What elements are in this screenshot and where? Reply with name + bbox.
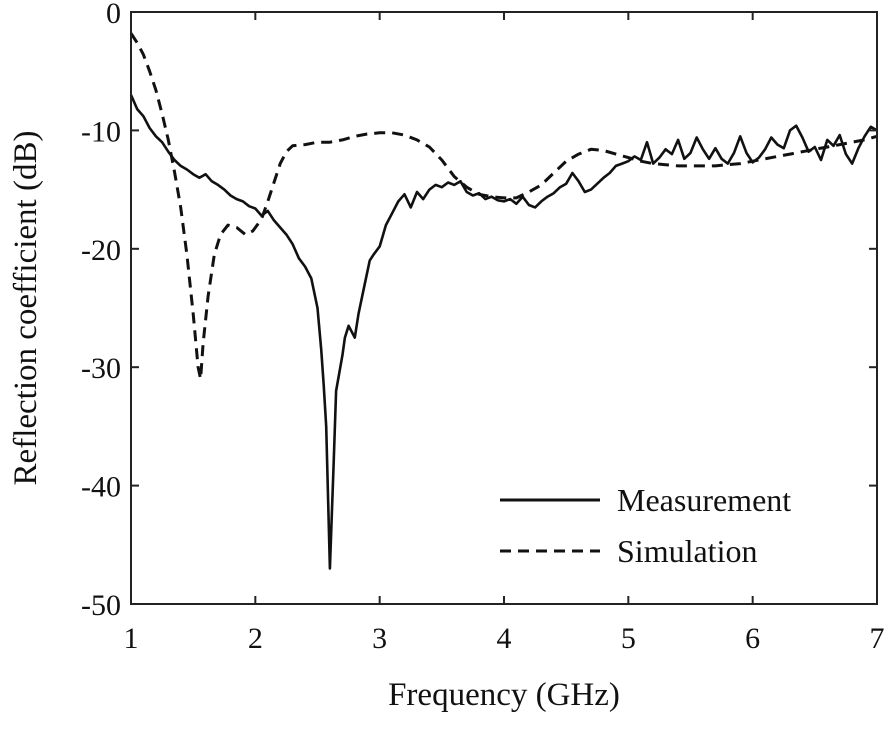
y-tick-label-0: 0 bbox=[106, 0, 121, 30]
series-layer bbox=[129, 32, 878, 570]
y-tick-label--10: -10 bbox=[81, 115, 121, 148]
x-tick-label-4: 4 bbox=[497, 622, 512, 655]
y-tick-label--30: -30 bbox=[81, 352, 121, 385]
y-axis-title: Reflection coefficient (dB) bbox=[8, 131, 44, 486]
legend-label-measurement: Measurement bbox=[617, 482, 791, 518]
x-tick-label-6: 6 bbox=[745, 622, 760, 655]
tick-layer: 1 2 3 4 5 6 7 0 -10 -20 -30 -40 -50 bbox=[81, 0, 885, 655]
x-tick-label-7: 7 bbox=[870, 622, 885, 655]
x-tick-label-1: 1 bbox=[124, 622, 139, 655]
y-tick-label--50: -50 bbox=[81, 589, 121, 622]
x-tick-label-5: 5 bbox=[621, 622, 636, 655]
legend-label-simulation: Simulation bbox=[617, 533, 757, 569]
x-axis-title: Frequency (GHz) bbox=[388, 677, 620, 713]
y-tick-label--40: -40 bbox=[81, 471, 121, 504]
x-tick-label-2: 2 bbox=[248, 622, 263, 655]
y-tick-label--20: -20 bbox=[81, 234, 121, 267]
legend: Measurement Simulation bbox=[500, 482, 791, 569]
series-line-simulation bbox=[129, 32, 878, 381]
x-tick-label-3: 3 bbox=[372, 622, 387, 655]
series-line-measurement bbox=[129, 94, 878, 570]
